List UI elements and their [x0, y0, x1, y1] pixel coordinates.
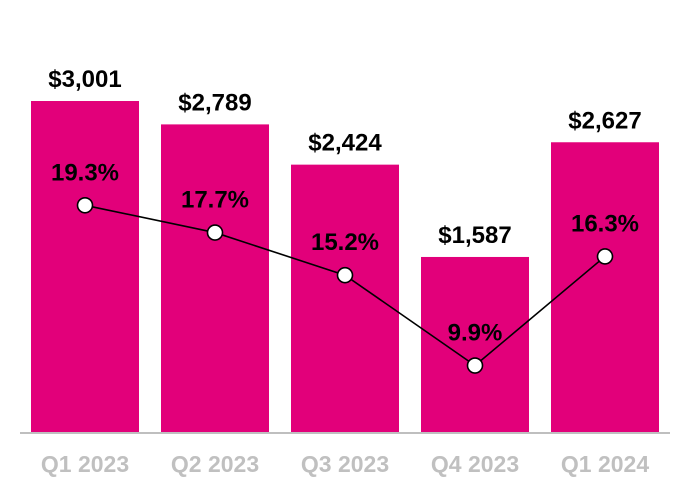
margin-point-4 [466, 357, 484, 374]
bar-value-label-1: $3,001 [48, 66, 121, 93]
margin-value-label-2: 17.7% [181, 187, 249, 214]
x-tick-label-3: Q3 2023 [301, 451, 389, 477]
bar-value-label-5: $2,627 [568, 107, 641, 134]
bar-3 [291, 164, 399, 432]
margin-point-5 [596, 248, 614, 265]
x-tick-label-5: Q1 2024 [561, 451, 649, 477]
labels-layer: $3,001 $2,789 $2,424 $1,587 $2,627 19.3% 17.7%… [48, 66, 641, 347]
bar-4 [421, 256, 529, 432]
margin-value-label-3: 15.2% [311, 229, 379, 256]
x-tick-label-2: Q2 2023 [171, 451, 259, 477]
bar-1 [31, 101, 139, 432]
x-tick-label-1: Q1 2023 [41, 451, 129, 477]
bar-value-label-3: $2,424 [308, 130, 382, 157]
bar-value-label-4: $1,587 [438, 222, 511, 249]
x-tick-label-4: Q4 2023 [431, 451, 519, 477]
bar-value-label-2: $2,789 [178, 89, 251, 116]
x-tick-labels: Q1 2023 Q2 2023 Q3 2023 Q4 2023 Q1 2024 [41, 451, 649, 477]
margin-value-label-4: 9.9% [448, 320, 503, 347]
bar-2 [161, 124, 269, 432]
margin-point-3 [336, 266, 354, 284]
margin-value-label-1: 19.3% [51, 159, 119, 186]
margin-value-label-5: 16.3% [571, 210, 639, 237]
margin-line-layer [76, 196, 614, 374]
margin-point-1 [76, 196, 94, 214]
margin-point-2 [206, 224, 224, 241]
